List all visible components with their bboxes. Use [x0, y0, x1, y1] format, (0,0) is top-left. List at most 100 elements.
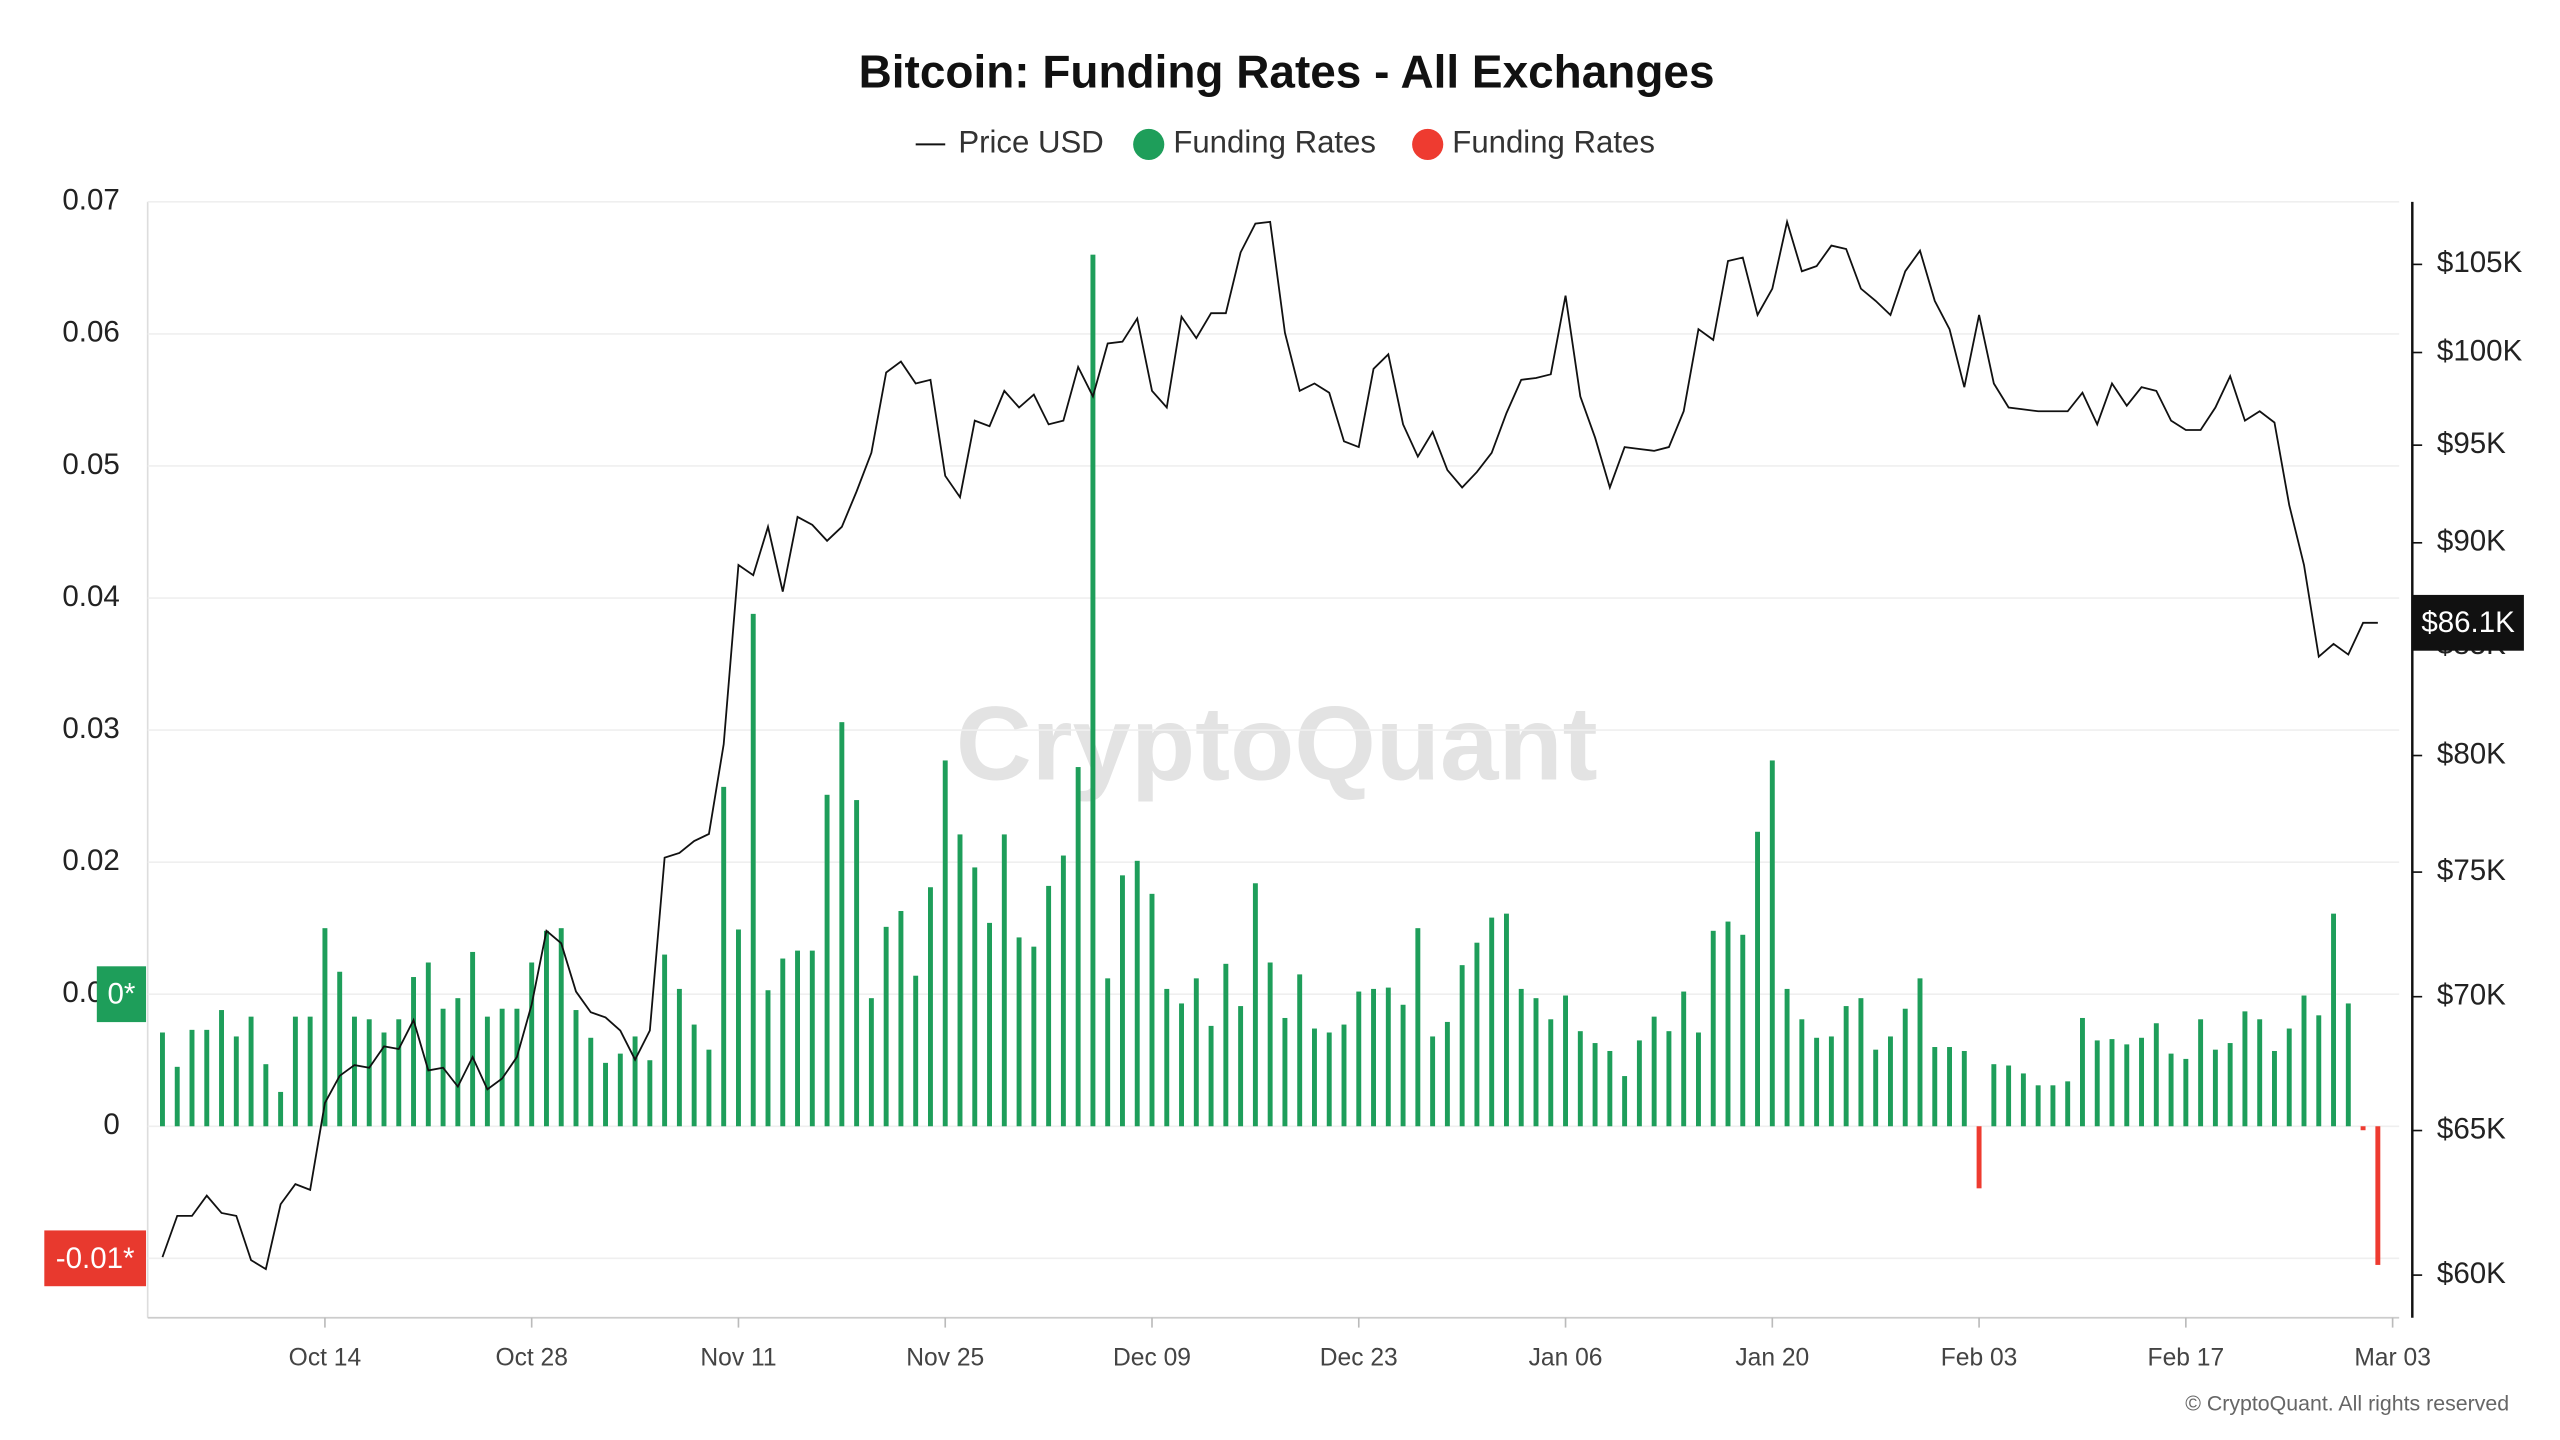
x-tick-label: Oct 14: [289, 1344, 362, 1371]
bar: [1858, 998, 1864, 1127]
bar: [1917, 978, 1923, 1127]
y-tick-label: 0.05: [62, 448, 119, 481]
bar: [322, 928, 328, 1127]
bar: [499, 1008, 505, 1127]
bar: [765, 990, 771, 1127]
bar: [1356, 991, 1362, 1127]
footer: © CryptoQuant. All rights reserved: [2185, 1391, 2509, 1415]
legend-label: Funding Rates: [1173, 125, 1376, 160]
bar: [1149, 893, 1155, 1127]
x-tick-label: Mar 03: [2354, 1344, 2431, 1371]
bar: [1341, 1024, 1347, 1127]
legend-swatch: [1133, 128, 1165, 160]
bar: [1710, 930, 1716, 1127]
bar: [898, 911, 904, 1127]
bar: [1385, 987, 1391, 1127]
bar: [957, 834, 963, 1127]
bar: [2272, 1050, 2277, 1127]
bar: [1267, 962, 1273, 1127]
bar: [2050, 1085, 2056, 1127]
bar: [1533, 998, 1539, 1127]
bar: [2212, 1049, 2218, 1127]
annotation: 0*: [107, 978, 135, 1011]
bar: [248, 1016, 254, 1127]
bar: [2094, 1040, 2100, 1127]
bar: [1725, 921, 1731, 1127]
bar: [455, 998, 461, 1127]
bar: [1459, 965, 1465, 1127]
y2-tick-label: $60K: [2437, 1257, 2506, 1290]
bar: [721, 786, 727, 1127]
bar: [1105, 978, 1111, 1127]
bar: [411, 977, 416, 1127]
bar: [558, 928, 564, 1127]
bar: [381, 1032, 387, 1127]
bar: [1415, 928, 1421, 1127]
bar: [972, 867, 978, 1127]
bar: [1769, 760, 1775, 1127]
bar: [1961, 1050, 1967, 1127]
bar: [2183, 1058, 2189, 1127]
bar: [337, 971, 343, 1127]
y2-tick-label: $80K: [2437, 737, 2506, 770]
bar: [2139, 1037, 2144, 1127]
bar: [1371, 988, 1376, 1127]
bar: [1312, 1028, 1317, 1127]
bar: [2124, 1044, 2130, 1127]
bar: [1666, 1031, 1672, 1127]
bar: [824, 794, 830, 1127]
bar: [174, 1066, 180, 1127]
bar: [1120, 875, 1125, 1127]
y2-tick-label: $75K: [2437, 854, 2506, 887]
bar: [2257, 1019, 2263, 1127]
bar: [1060, 855, 1066, 1127]
y2-tick-label: $70K: [2437, 978, 2506, 1011]
x-tick-label: Jan 20: [1735, 1344, 1809, 1371]
bar: [366, 1019, 372, 1127]
y-tick-label: 0.07: [62, 184, 119, 217]
bar: [2153, 1023, 2159, 1127]
bar: [2109, 1039, 2115, 1127]
bar: [484, 1016, 490, 1127]
bar: [691, 1024, 697, 1127]
bar: [1902, 1008, 1908, 1127]
y-tick-label: 0: [103, 1108, 119, 1141]
bar: [1991, 1064, 1997, 1127]
bar: [1031, 946, 1037, 1127]
y-tick-label: 0.06: [62, 316, 119, 349]
bar: [1873, 1049, 1879, 1127]
bar: [2286, 1028, 2292, 1127]
bar: [617, 1053, 623, 1127]
bar: [676, 988, 682, 1127]
annotation-badge: [96, 966, 147, 1023]
bar: [1326, 1032, 1332, 1127]
bar: [2006, 1065, 2012, 1127]
bar: [928, 887, 933, 1127]
bar: [1740, 934, 1746, 1127]
bar: [2242, 1011, 2248, 1127]
bar: [278, 1091, 284, 1127]
chart-title: Bitcoin: Funding Rates - All Exchanges: [859, 46, 1715, 98]
bar: [1208, 1025, 1214, 1127]
x-tick-label: Feb 17: [2148, 1344, 2225, 1371]
bar: [1238, 1006, 1244, 1127]
bar: [1888, 1036, 1893, 1127]
y2-tick-label: $100K: [2437, 334, 2523, 367]
bar: [1297, 974, 1303, 1127]
bar: [1193, 978, 1199, 1127]
bar: [2198, 1019, 2204, 1127]
bar: [736, 929, 741, 1127]
bar: [750, 613, 756, 1127]
bar: [2360, 1126, 2366, 1131]
y2-tick-label: $105K: [2437, 246, 2523, 279]
bar: [1090, 254, 1096, 1127]
x-tick-label: Nov 11: [700, 1344, 776, 1371]
bar: [1504, 913, 1509, 1127]
y-tick-label: 0.02: [62, 844, 119, 877]
bar: [647, 1060, 653, 1127]
y-tick-label: 0.03: [62, 712, 119, 745]
bar: [1001, 834, 1007, 1127]
bar: [1799, 1019, 1805, 1127]
